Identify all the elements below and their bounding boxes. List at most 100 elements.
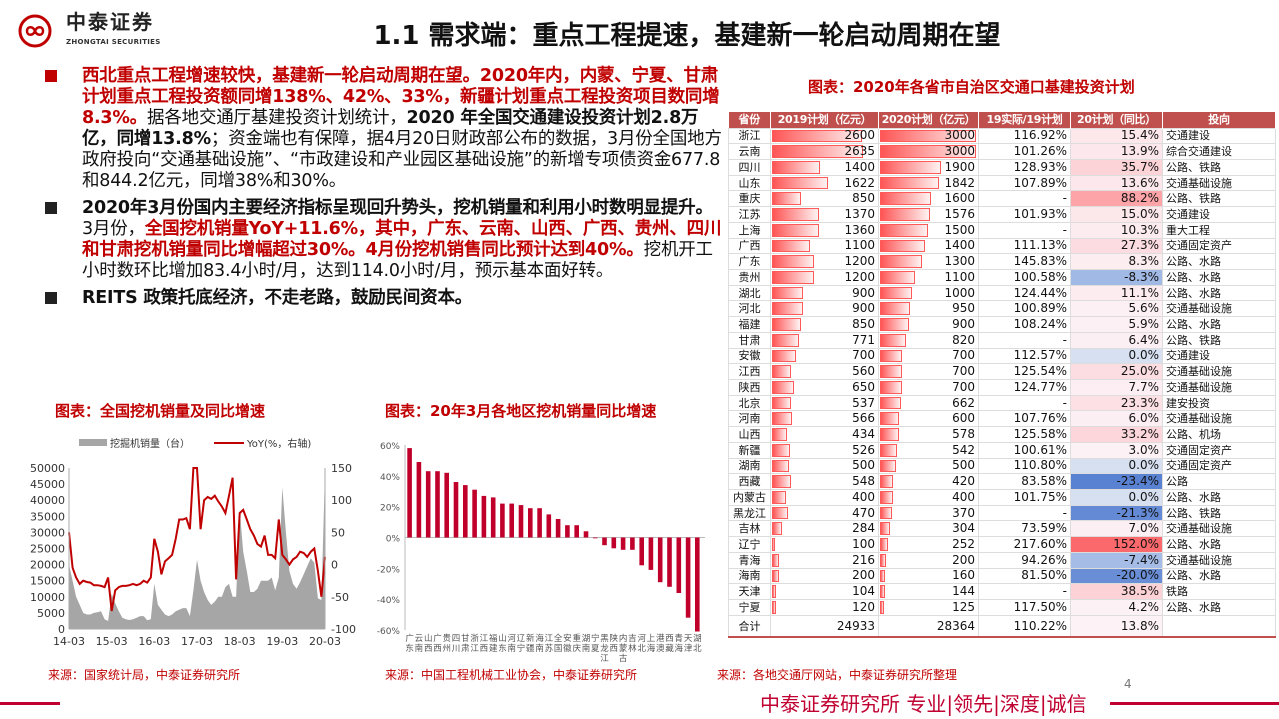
direction-cell: 公路、水路 [1162,489,1276,506]
direction-cell: 交通建设 [1162,206,1276,223]
data-bar [772,333,799,347]
bar-重庆 [574,525,579,538]
data-bar [772,176,829,190]
bullet-text-segment: 全国挖机销量YoY+11.6%，其中，广东、云南、山西、广西、贵州、四川和甘肃挖… [82,219,722,260]
plan-2019-cell: 560 [770,363,879,380]
data-bar [772,475,791,489]
bullet-text-segment: REITS 政策托底经济，不走老路，鼓励民间资本。 [82,288,473,308]
data-bar [772,145,864,158]
direction-cell: 公路、水路 [1162,599,1276,616]
direction-cell: 交通固定资产 [1162,441,1276,459]
actual-ratio-cell: 101.93% [978,206,1071,223]
direction-cell [1162,614,1276,639]
logo-text: 中泰证券 [66,10,154,34]
bar-上海 [648,537,654,570]
actual-ratio-cell: 100.61% [978,441,1071,459]
yoy-2020-cell: 33.2% [1070,426,1163,443]
plan-2019-cell: 120 [770,599,879,616]
data-bar [880,145,977,158]
yoy-2020-cell: 3.0% [1070,441,1163,459]
actual-ratio-cell: - [978,394,1071,412]
y-left-tick-label: 20000 [30,559,65,572]
bar-陕西 [611,537,617,549]
actual-ratio-cell: 128.93% [978,158,1071,176]
x-tick-label: 19-03 [266,635,298,648]
direction-cell: 公路、水路 [1162,284,1276,302]
plan-2020-cell: 600 [878,410,979,428]
direction-cell: 公路、水路 [1162,316,1276,333]
table-row: 河北 900 950 100.89% 5.6% 交通基础设施 [728,300,1276,318]
province-cell: 北京 [728,394,771,412]
table-row: 宁夏 120 125 117.50% 4.2% 公路、水路 [728,599,1276,616]
yoy-2020-cell: 8.3% [1070,253,1163,270]
yoy-2020-cell: 25.0% [1070,363,1163,380]
yoy-2020-cell: 0.0% [1070,489,1163,506]
bar-辽宁 [518,505,524,538]
table-row: 重庆 850 1600-88.2% 公路、铁路 [728,190,1276,208]
data-bar [772,302,804,316]
x-tick-label: 上海 [647,634,656,654]
page-number: 4 [1124,677,1132,691]
plan-2020-cell: 125 [878,599,979,616]
yoy-2020-cell: 4.2% [1070,599,1163,616]
plan-2020-cell: 1500 [878,221,979,239]
x-tick-label: 广东 [405,633,414,654]
yoy-2020-cell: 10.3% [1070,221,1163,239]
plan-2019-cell: 1200 [770,268,879,286]
yoy-line [68,467,326,612]
data-bar [880,333,907,347]
legend-sales-swatch [79,439,107,446]
bar-河南 [509,503,514,538]
bar-黑龙江 [602,537,607,546]
x-tick-label: 江苏 [545,634,554,654]
data-bar [772,491,786,504]
y-left-tick-label: 15000 [30,575,65,588]
y-left-tick-label: 50000 [30,462,65,475]
direction-cell: 铁路 [1162,583,1276,601]
province-cell: 西藏 [728,473,771,491]
yoy-2020-cell: 7.7% [1070,379,1163,396]
plan-2020-cell: 3000 [878,143,979,160]
data-bar [880,491,893,504]
province-cell: 山西 [728,426,771,443]
actual-ratio-cell: 125.58% [978,426,1071,443]
column-header: 19实际/19计划 [978,112,1071,128]
bar-广东 [407,448,412,538]
direction-cell: 交通基础设施 [1162,363,1276,380]
x-tick-label: 广西 [433,633,442,654]
plan-2020-cell: 144 [878,583,979,601]
table-row: 甘肃 771 820-6.4% 公路、铁路 [728,331,1276,349]
plan-2020-cell: 400 [878,489,979,506]
data-bar [772,129,862,143]
x-tick-label: 贵州 [443,633,452,654]
table-row: 安徽 700 700 112.57% 0.0% 交通建设 [728,347,1276,365]
column-header: 投向 [1162,112,1276,128]
y-right-tick-label: -50 [331,591,349,604]
direction-cell: 公路、铁路 [1162,158,1276,176]
plan-2020-cell: 28364 [878,614,979,639]
actual-ratio-cell: 116.92% [978,127,1071,145]
y-right-tick-label: 0 [331,559,338,572]
plan-2020-cell: 500 [878,457,979,475]
table-row: 福建 850 900 108.24% 5.9% 公路、水路 [728,316,1276,333]
province-cell: 湖南 [728,457,771,475]
charts-canvas: 0 5000 10000 15000 20000 25000 30000 35000 40000… [30,437,705,664]
table-row: 吉林 284 304 73.59% 7.0% 交通基础设施 [728,520,1276,538]
bar-新疆 [528,508,533,538]
direction-cell: 交通基础设施 [1162,520,1276,538]
table-row: 湖南 500 500 110.80% 0.0% 交通固定资产 [728,457,1276,475]
x-tick-label: 内蒙古 [619,633,628,664]
yoy-2020-cell: -8.3% [1070,268,1163,286]
bullet-text-segment: 2020年3月份国内主要经济指标呈现回升势头，挖机销量和利用小时数明显提升。 [82,198,713,218]
y-tick-label: 20% [380,504,400,514]
plan-2019-cell: 650 [770,379,879,396]
x-tick-label: 海南 [535,633,544,654]
table-row: 新疆 526 542 100.61% 3.0% 交通固定资产 [728,441,1276,459]
y-right-tick-label: 150 [331,462,352,475]
data-bar [772,412,792,426]
data-bar [880,129,977,143]
yoy-2020-cell: -21.3% [1070,504,1163,522]
yoy-2020-cell: -20.0% [1070,567,1163,585]
yoy-2020-cell: 11.1% [1070,284,1163,302]
bullet-text-segment: 西北重点工程增速较快，基建新一轮启动周期在望。2020年内，内蒙、宁夏、甘肃计划… [82,66,720,128]
